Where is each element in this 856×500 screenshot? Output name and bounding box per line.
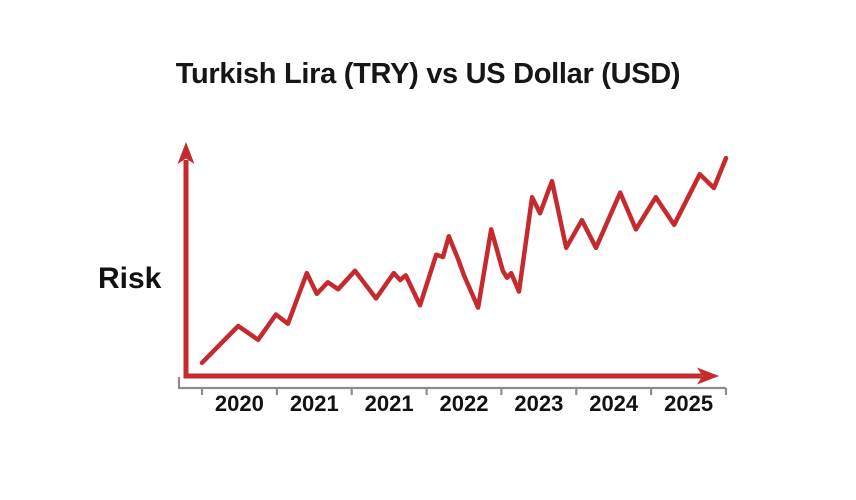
x-axis-baseline xyxy=(177,377,728,395)
chart-title: Turkish Lira (TRY) vs US Dollar (USD) xyxy=(175,58,681,90)
y-axis-arrowhead xyxy=(177,142,195,164)
y-axis-label: Risk xyxy=(98,262,162,295)
x-axis-arrowhead xyxy=(697,367,719,385)
risk-series-line xyxy=(199,155,729,366)
